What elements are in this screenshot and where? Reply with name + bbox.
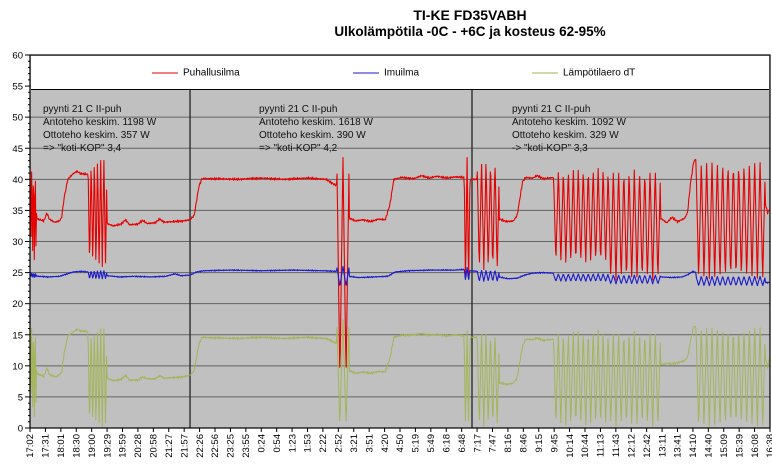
svg-text:13:11: 13:11 xyxy=(657,434,668,457)
legend-line-swatch-blue xyxy=(353,72,379,73)
annotation-line: Ottoteho keskim. 329 W xyxy=(512,130,619,141)
series-lampotilaero-dt-line xyxy=(29,314,771,427)
svg-text:2:52: 2:52 xyxy=(334,434,345,453)
svg-text:6:48: 6:48 xyxy=(457,434,468,453)
svg-text:45: 45 xyxy=(12,144,23,155)
legend-item-puhallusilma: Puhallusilma xyxy=(152,67,240,78)
x-axis-labels: 17:02 17:31 18:01 18:30 19:00 19:29 19:59 20:28… xyxy=(25,434,772,458)
svg-text:2:22: 2:22 xyxy=(318,434,329,453)
svg-text:0:54: 0:54 xyxy=(272,434,283,453)
svg-text:1:23: 1:23 xyxy=(287,434,298,453)
svg-text:10: 10 xyxy=(12,361,23,372)
svg-text:9:45: 9:45 xyxy=(549,434,560,453)
svg-text:20: 20 xyxy=(12,299,23,310)
x-axis-ticks xyxy=(29,428,771,432)
svg-text:50: 50 xyxy=(12,113,23,124)
svg-text:11:13: 11:13 xyxy=(596,434,607,457)
svg-text:15:09: 15:09 xyxy=(719,434,730,458)
svg-text:12:42: 12:42 xyxy=(642,434,653,458)
svg-text:10:44: 10:44 xyxy=(580,434,591,458)
svg-text:20:28: 20:28 xyxy=(133,434,144,458)
svg-text:18:30: 18:30 xyxy=(71,434,82,458)
svg-text:10:14: 10:14 xyxy=(565,434,576,458)
svg-text:1:53: 1:53 xyxy=(303,434,314,453)
svg-text:8:16: 8:16 xyxy=(503,434,514,453)
svg-text:13:41: 13:41 xyxy=(673,434,684,458)
svg-text:3:21: 3:21 xyxy=(349,434,360,453)
y-axis-labels: 0 5 10 15 20 25 30 35 40 45 50 55 60 xyxy=(12,51,23,435)
svg-text:0:24: 0:24 xyxy=(256,434,267,453)
legend-item-imuilma: Imuilma xyxy=(353,67,419,78)
annotation-line: Ottoteho keskim. 390 W xyxy=(259,130,366,141)
svg-text:20:58: 20:58 xyxy=(149,434,160,458)
legend-label: Imuilma xyxy=(384,67,420,78)
chart-subtitle: Ulkolämpötila -0C - +6C ja kosteus 62-95… xyxy=(334,24,606,39)
svg-text:16:08: 16:08 xyxy=(750,434,761,458)
svg-text:5: 5 xyxy=(18,392,23,403)
svg-text:6:18: 6:18 xyxy=(441,434,452,453)
chart-title: TI-KE FD35VABH xyxy=(413,7,527,23)
svg-text:17:02: 17:02 xyxy=(25,434,36,458)
svg-text:7:47: 7:47 xyxy=(488,434,499,453)
svg-text:21:57: 21:57 xyxy=(179,434,190,458)
svg-text:40: 40 xyxy=(12,175,23,186)
svg-text:12:12: 12:12 xyxy=(626,434,637,458)
svg-text:5:49: 5:49 xyxy=(426,434,437,453)
annotation-line: pyynti 21 C II-puh xyxy=(43,104,122,115)
period-dividers xyxy=(189,56,473,428)
svg-text:9:15: 9:15 xyxy=(534,434,545,453)
svg-text:18:01: 18:01 xyxy=(56,434,67,458)
annotation-period-1: pyynti 21 C II-puh Antoteho keskim. 1198… xyxy=(43,103,156,155)
svg-text:5:19: 5:19 xyxy=(411,434,422,453)
svg-text:17:31: 17:31 xyxy=(41,434,52,458)
svg-text:14:40: 14:40 xyxy=(704,434,715,458)
series-imuilma-line xyxy=(29,265,771,287)
svg-text:15:39: 15:39 xyxy=(734,434,745,458)
legend-line-swatch-red xyxy=(152,72,178,73)
svg-text:4:20: 4:20 xyxy=(380,434,391,453)
legend-item-lampotilaero: Lämpötilaero dT xyxy=(532,67,635,78)
annotation-line: pyynti 21 C II-puh xyxy=(512,104,591,115)
svg-text:22:26: 22:26 xyxy=(195,434,206,458)
legend-label: Lämpötilaero dT xyxy=(563,67,636,78)
svg-text:60: 60 xyxy=(12,51,23,62)
svg-text:55: 55 xyxy=(12,82,23,93)
annotation-line: => "koti-KOP" 4,2 xyxy=(259,143,338,154)
y-axis-ticks xyxy=(25,54,30,429)
svg-text:16:38: 16:38 xyxy=(765,434,772,458)
svg-text:23:55: 23:55 xyxy=(241,434,252,458)
annotation-line: -> "koti-KOP" 3,3 xyxy=(512,143,588,154)
svg-text:21:27: 21:27 xyxy=(164,434,175,458)
svg-text:15: 15 xyxy=(12,330,23,341)
svg-text:22:56: 22:56 xyxy=(210,434,221,458)
legend-label: Puhallusilma xyxy=(183,67,240,78)
annotation-period-3: pyynti 21 C II-puh Antoteho keskim. 1092… xyxy=(512,103,626,155)
svg-text:35: 35 xyxy=(12,206,23,217)
annotation-line: Antoteho keskim. 1618 W xyxy=(259,117,373,128)
series-puhallusilma-line xyxy=(29,157,771,368)
legend-line-swatch-olive xyxy=(532,72,558,73)
svg-text:0: 0 xyxy=(18,424,23,435)
svg-text:14:10: 14:10 xyxy=(688,434,699,458)
svg-text:19:00: 19:00 xyxy=(87,434,98,458)
annotation-line: pyynti 21 C II-puh xyxy=(259,104,338,115)
svg-text:7:17: 7:17 xyxy=(472,434,483,453)
svg-text:25: 25 xyxy=(12,268,23,279)
annotation-line: Antoteho keskim. 1092 W xyxy=(512,117,626,128)
svg-text:8:46: 8:46 xyxy=(519,434,530,453)
chart-legend: Puhallusilma Imuilma Lämpötilaero dT xyxy=(31,56,769,90)
annotation-period-2: pyynti 21 C II-puh Antoteho keskim. 1618… xyxy=(259,103,373,155)
annotation-line: => "koti-KOP" 3,4 xyxy=(43,143,122,154)
svg-text:3:51: 3:51 xyxy=(364,434,375,453)
svg-text:11:43: 11:43 xyxy=(611,434,622,457)
svg-text:23:25: 23:25 xyxy=(226,434,237,458)
annotation-line: Antoteho keskim. 1198 W xyxy=(43,117,157,128)
svg-text:4:50: 4:50 xyxy=(395,434,406,453)
svg-text:30: 30 xyxy=(12,237,23,248)
annotation-line: Ottoteho keskim. 357 W xyxy=(43,130,150,141)
svg-text:19:59: 19:59 xyxy=(118,434,129,458)
svg-text:19:29: 19:29 xyxy=(102,434,113,458)
